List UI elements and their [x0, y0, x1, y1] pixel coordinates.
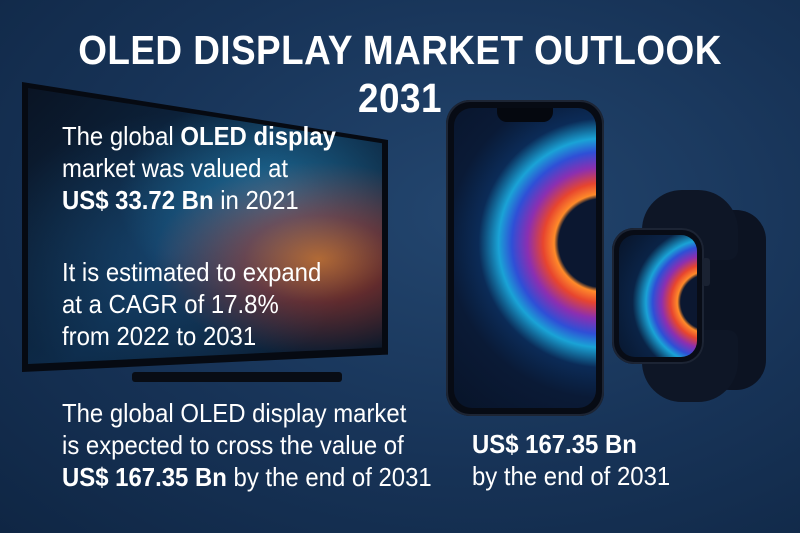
- tv-screen-art: [28, 88, 382, 364]
- valuation-highlight: US$ 33.72 Bn: [62, 185, 214, 215]
- cagr-text: It is estimated to expand at a CAGR of 1…: [62, 256, 321, 352]
- valuation-text: The global OLED display market was value…: [62, 120, 336, 216]
- forecast-callout: US$ 167.35 Bn by the end of 2031: [472, 428, 670, 492]
- tv-screen: [22, 82, 388, 372]
- text-line: The global: [62, 121, 181, 151]
- text-line: at a CAGR of 17.8%: [62, 289, 279, 319]
- infographic-title: OLED DISPLAY MARKET OUTLOOK 2031: [78, 27, 722, 121]
- text-line: is expected to cross the value of: [62, 430, 404, 460]
- watch-crown: [702, 258, 710, 286]
- watch-screen: [619, 235, 697, 357]
- phone-screen: [454, 108, 596, 408]
- callout-caption: by the end of 2031: [472, 461, 671, 491]
- smartphone-illustration: [446, 100, 604, 416]
- phone-notch: [497, 108, 553, 122]
- text-line: The global OLED display market: [62, 398, 407, 428]
- tv-illustration: [22, 82, 388, 388]
- text-line: by the end of 2031: [226, 462, 432, 492]
- oled-display-highlight: OLED display: [180, 121, 336, 151]
- forecast-text: The global OLED display market is expect…: [62, 397, 432, 493]
- callout-value: US$ 167.35 Bn: [472, 429, 637, 459]
- smartwatch-illustration: [612, 228, 704, 364]
- text-line: It is estimated to expand: [62, 257, 322, 287]
- text-line: from 2022 to 2031: [62, 321, 257, 351]
- tv-stand: [132, 372, 342, 382]
- forecast-highlight: US$ 167.35 Bn: [62, 462, 227, 492]
- text-line: in 2021: [213, 185, 299, 215]
- text-line: market was valued at: [62, 153, 289, 183]
